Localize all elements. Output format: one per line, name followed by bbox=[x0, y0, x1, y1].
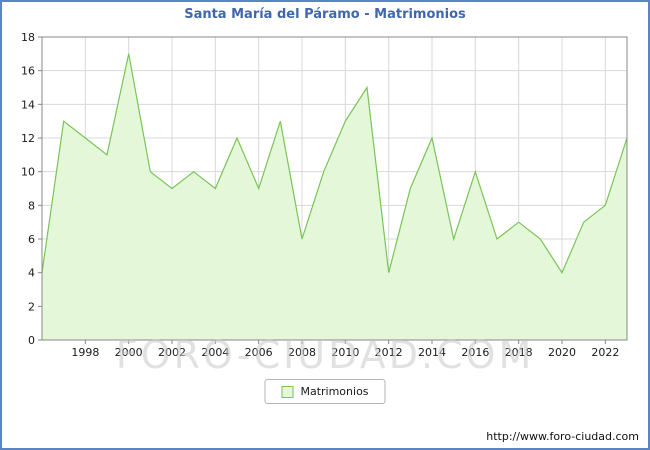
svg-text:2004: 2004 bbox=[201, 346, 229, 359]
svg-text:2022: 2022 bbox=[591, 346, 619, 359]
svg-text:1998: 1998 bbox=[71, 346, 99, 359]
chart-title: Santa María del Páramo - Matrimonios bbox=[184, 7, 466, 22]
svg-text:2014: 2014 bbox=[418, 346, 446, 359]
svg-text:2002: 2002 bbox=[158, 346, 186, 359]
svg-text:2018: 2018 bbox=[505, 346, 533, 359]
x-axis-labels: 1998 2000 2002 2004 2006 2008 2010 2012 2014 2016… bbox=[71, 346, 619, 359]
svg-text:18: 18 bbox=[21, 31, 35, 44]
line-series bbox=[41, 53, 628, 274]
legend: Matrimonios bbox=[264, 379, 386, 404]
svg-text:2016: 2016 bbox=[461, 346, 489, 359]
axis-ticks bbox=[38, 36, 606, 344]
svg-text:8: 8 bbox=[28, 199, 35, 212]
svg-text:2006: 2006 bbox=[245, 346, 273, 359]
svg-text:2000: 2000 bbox=[115, 346, 143, 359]
svg-text:0: 0 bbox=[28, 334, 35, 347]
svg-text:16: 16 bbox=[21, 65, 35, 78]
area-series bbox=[42, 53, 627, 341]
legend-swatch-icon bbox=[281, 385, 294, 398]
svg-text:10: 10 bbox=[21, 166, 35, 179]
svg-text:2012: 2012 bbox=[375, 346, 403, 359]
svg-text:2010: 2010 bbox=[331, 346, 359, 359]
svg-text:2020: 2020 bbox=[548, 346, 576, 359]
svg-text:4: 4 bbox=[28, 267, 35, 280]
plot-border bbox=[41, 36, 628, 341]
svg-text:2: 2 bbox=[28, 300, 35, 313]
svg-text:14: 14 bbox=[21, 98, 35, 111]
legend-label: Matrimonios bbox=[300, 385, 369, 398]
footer-url[interactable]: http://www.foro-ciudad.com bbox=[486, 430, 639, 443]
svg-text:2008: 2008 bbox=[288, 346, 316, 359]
svg-text:6: 6 bbox=[28, 233, 35, 246]
y-axis-labels: 0 2 4 6 8 10 12 14 16 18 bbox=[21, 31, 35, 347]
svg-text:12: 12 bbox=[21, 132, 35, 145]
